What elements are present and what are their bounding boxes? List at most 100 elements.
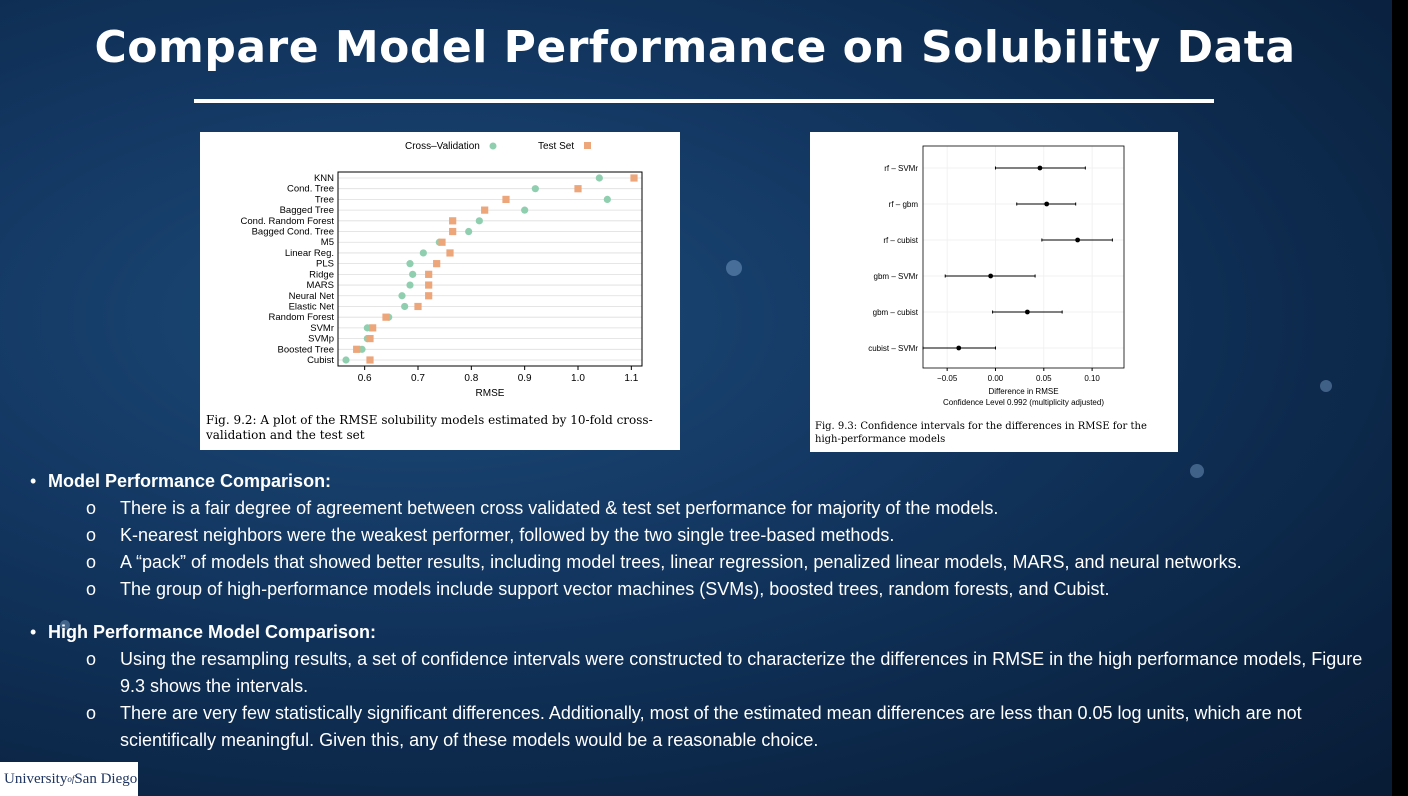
x-tick-label: 0.6 bbox=[358, 373, 372, 384]
section-heading: High Performance Model Comparison: bbox=[48, 622, 377, 642]
category-label: PLS bbox=[316, 259, 334, 270]
figure-ci-plot: rf – SVMr rf – gbm rf – cubist gbm – SVMr gb… bbox=[810, 132, 1178, 452]
comparison-label: rf – gbm bbox=[889, 200, 919, 209]
plot-frame bbox=[922, 145, 1125, 369]
figure2-caption: Fig. 9.3: Confidence intervals for the d… bbox=[815, 421, 1147, 445]
bullet-mark: • bbox=[30, 471, 37, 491]
bullet-item: o K-nearest neighbors were the weakest pe… bbox=[30, 522, 1390, 549]
bullet-mark: • bbox=[30, 622, 37, 642]
estimate-point bbox=[1037, 165, 1043, 171]
category-label: Bagged Cond. Tree bbox=[252, 227, 334, 238]
bullet-list: • Model Performance Comparison: o There i… bbox=[30, 468, 1390, 754]
category-label: Linear Reg. bbox=[285, 248, 334, 259]
logo-text: of bbox=[67, 774, 75, 784]
bullet-item: o The group of high-performance models in… bbox=[30, 576, 1390, 603]
test-point bbox=[425, 270, 433, 278]
test-point bbox=[449, 227, 457, 236]
test-point bbox=[630, 174, 638, 182]
test-point bbox=[449, 217, 457, 225]
x-tick-label: 0.05 bbox=[1036, 374, 1052, 383]
category-label: Cubist bbox=[307, 355, 334, 366]
category-label: Bagged Tree bbox=[280, 205, 334, 216]
cv-point bbox=[531, 185, 539, 193]
cv-point bbox=[342, 356, 350, 364]
test-point bbox=[425, 292, 433, 300]
bullet-text: There is a fair degree of agreement betw… bbox=[120, 498, 999, 518]
ci-difference-chart: rf – SVMr rf – gbm rf – cubist gbm – SVMr gb… bbox=[868, 145, 1125, 407]
category-label: MARS bbox=[307, 280, 334, 291]
comparison-label: cubist – SVMr bbox=[868, 344, 918, 353]
section-heading: Model Performance Comparison: bbox=[48, 471, 332, 491]
background-sparkle bbox=[1320, 380, 1332, 392]
x-tick-label: −0.05 bbox=[937, 374, 958, 383]
cv-point bbox=[475, 217, 483, 225]
legend-marker bbox=[584, 142, 591, 149]
category-label: Boosted Tree bbox=[277, 344, 334, 355]
slide-title: Compare Model Performance on Solubility … bbox=[94, 22, 1296, 73]
legend-label: Test Set bbox=[538, 141, 574, 152]
bullet-text: The group of high-performance models inc… bbox=[120, 579, 1110, 599]
bullet-text: Using the resampling results, a set of c… bbox=[120, 649, 1363, 696]
university-logo: University of San Diego bbox=[0, 762, 138, 796]
cv-point bbox=[419, 249, 427, 257]
cv-point bbox=[521, 206, 529, 214]
comparison-label: gbm – cubist bbox=[873, 308, 919, 317]
comparison-label: rf – cubist bbox=[883, 236, 918, 245]
title-underline bbox=[194, 99, 1214, 103]
test-point bbox=[502, 195, 510, 204]
cv-point bbox=[603, 195, 611, 204]
test-point bbox=[438, 238, 446, 246]
category-label: Neural Net bbox=[289, 291, 335, 302]
category-label: Elastic Net bbox=[289, 301, 335, 312]
cv-point bbox=[409, 270, 417, 278]
test-point bbox=[414, 302, 422, 311]
sub-bullet-mark: o bbox=[86, 703, 97, 723]
sub-bullet-mark: o bbox=[86, 579, 97, 599]
test-point bbox=[382, 313, 390, 321]
logo-text: San Diego bbox=[74, 770, 138, 787]
logo-text: University bbox=[4, 770, 68, 787]
cv-point bbox=[595, 174, 603, 182]
bullet-section-1: • Model Performance Comparison: bbox=[30, 468, 1390, 495]
test-point bbox=[481, 206, 489, 214]
bullet-item: o Using the resampling results, a set of … bbox=[30, 646, 1390, 700]
bullet-text: A “pack” of models that showed better re… bbox=[120, 552, 1242, 572]
estimate-point bbox=[1044, 201, 1050, 207]
category-label: SVMr bbox=[310, 323, 334, 334]
legend-marker bbox=[489, 142, 497, 150]
x-tick-label: 0.00 bbox=[988, 374, 1004, 383]
x-tick-label: 1.0 bbox=[571, 373, 585, 384]
cv-point bbox=[406, 281, 414, 289]
figure1-caption: Fig. 9.2: A plot of the RMSE solubility … bbox=[206, 413, 653, 442]
test-point bbox=[366, 334, 374, 343]
bullet-item: o There are very few statistically signif… bbox=[30, 700, 1390, 754]
bullet-text: There are very few statistically signifi… bbox=[120, 703, 1302, 750]
bullet-item: o A “pack” of models that showed better r… bbox=[30, 549, 1390, 576]
category-label: Cond. Random Forest bbox=[241, 216, 335, 227]
test-point bbox=[446, 249, 454, 257]
sub-bullet-mark: o bbox=[86, 525, 97, 545]
category-label: KNN bbox=[314, 173, 334, 184]
x-tick-label: 0.7 bbox=[411, 373, 425, 384]
test-point bbox=[425, 281, 433, 289]
category-label: Ridge bbox=[309, 269, 334, 280]
background-sparkle bbox=[60, 620, 70, 630]
estimate-point bbox=[988, 273, 994, 279]
sub-bullet-mark: o bbox=[86, 552, 97, 572]
x-tick-label: 0.10 bbox=[1084, 374, 1100, 383]
x-axis-label: RMSE bbox=[476, 388, 505, 399]
x-tick-label: 1.1 bbox=[624, 373, 638, 384]
bullet-item: o There is a fair degree of agreement bet… bbox=[30, 495, 1390, 522]
category-label: SVMp bbox=[308, 334, 334, 345]
bullet-text: K-nearest neighbors were the weakest per… bbox=[120, 525, 895, 545]
cv-point bbox=[401, 302, 409, 311]
test-point bbox=[366, 356, 374, 364]
test-point bbox=[433, 260, 441, 268]
plot-frame bbox=[337, 171, 643, 367]
legend-label: Cross–Validation bbox=[405, 141, 480, 152]
x-axis-subtitle: Confidence Level 0.992 (multiplicity adj… bbox=[943, 398, 1104, 407]
bullet-section-2: • High Performance Model Comparison: bbox=[30, 619, 1390, 646]
category-label: Cond. Tree bbox=[287, 184, 334, 195]
cv-point bbox=[465, 227, 473, 236]
